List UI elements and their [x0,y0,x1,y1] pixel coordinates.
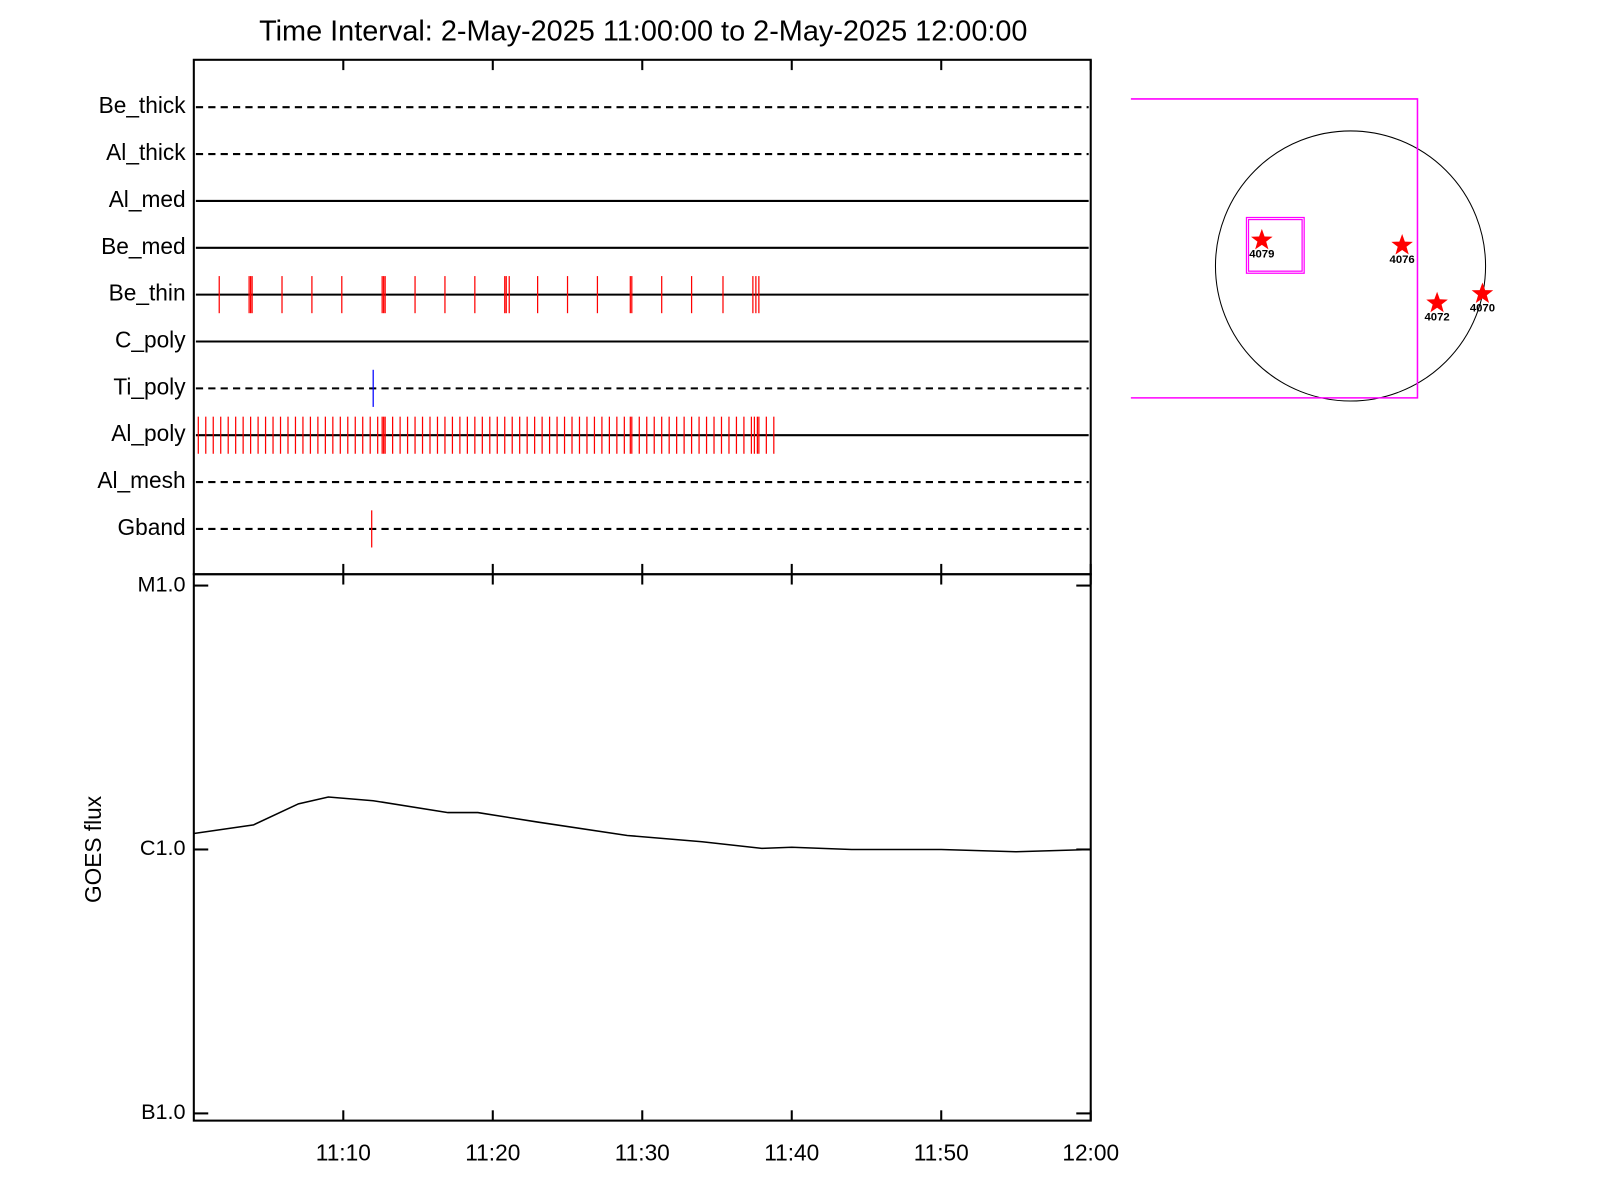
y-tick-label: B1.0 [141,1099,186,1124]
x-tick-label: 11:40 [764,1140,819,1166]
field-of-view [1130,98,1419,399]
region-label: 4076 [1390,254,1415,266]
row-label: Be_med [101,233,185,259]
timeline-frame [192,58,1092,576]
region-label: 4072 [1424,312,1449,324]
region-label: 4070 [1470,302,1495,314]
solar-disk [1214,130,1487,402]
region-star [1471,282,1494,303]
region-star [1426,291,1448,313]
x-tick-label: 11:30 [615,1140,670,1166]
row-label: Al_mesh [97,467,185,493]
region-star [1251,228,1273,250]
y-tick-label: C1.0 [140,835,186,860]
goes-line [193,796,1091,853]
region-star [1391,234,1413,255]
y-tick-label: M1.0 [137,571,185,596]
row-label: Al_thick [106,139,186,165]
row-label: Al_poly [111,420,186,446]
x-tick-label: 11:50 [914,1140,969,1166]
x-tick-label: 11:20 [465,1140,520,1166]
row-label: C_poly [115,326,186,352]
y-axis-label: GOES flux [80,795,106,903]
row-label: Ti_poly [113,373,186,399]
row-label: Gband [117,514,185,540]
row-label: Be_thin [109,280,186,306]
row-label: Be_thick [99,92,187,118]
row-label: Al_med [109,186,186,212]
region-label: 4079 [1249,249,1274,261]
x-tick-label: 12:00 [1062,1140,1119,1166]
target-box [1245,216,1305,274]
target-box [1247,218,1303,272]
x-tick-label: 11:10 [316,1140,371,1166]
chart-title: Time Interval: 2-May-2025 11:00:00 to 2-… [259,16,1027,48]
goes-frame [192,573,1092,1122]
